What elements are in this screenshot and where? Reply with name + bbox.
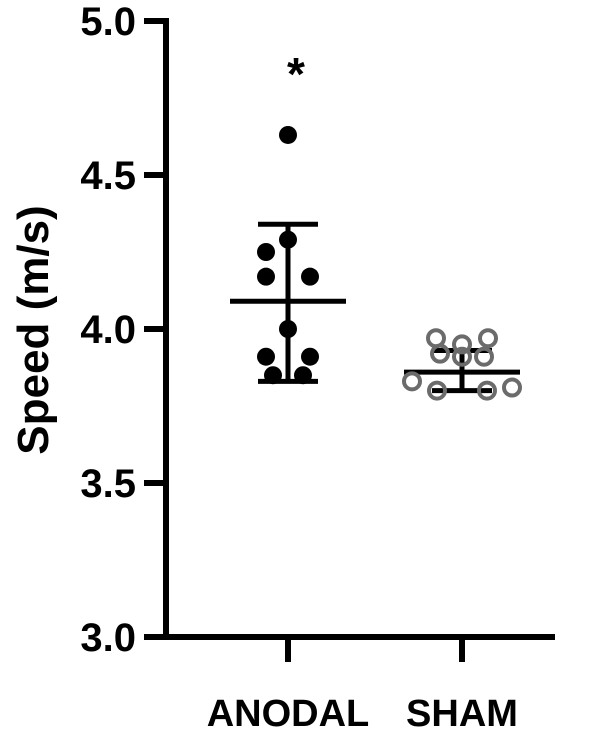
y-tick-label: 3.0 (80, 616, 136, 660)
group-sham (402, 328, 522, 401)
x-ticks: ANODAL SHAM (207, 637, 518, 733)
data-point (452, 334, 472, 355)
data-point (294, 366, 312, 385)
data-point (402, 371, 422, 392)
data-point (478, 328, 498, 349)
y-tick-label: 4.0 (80, 308, 136, 352)
data-point (257, 243, 275, 261)
data-groups: * (230, 48, 522, 401)
x-tick-label: ANODAL (207, 693, 370, 733)
x-tick-label: SHAM (406, 693, 518, 733)
data-point (279, 230, 297, 249)
significance-marker: * (287, 48, 305, 100)
data-point (452, 346, 472, 367)
data-point (279, 320, 297, 338)
y-tick-label: 5.0 (80, 0, 136, 44)
data-point (257, 347, 275, 366)
data-point (427, 380, 447, 401)
data-point (279, 125, 297, 144)
data-point (301, 267, 319, 286)
y-axis-label: Speed (m/s) (9, 205, 58, 454)
data-point (477, 380, 497, 401)
y-tick-label: 3.5 (80, 462, 136, 506)
y-tick-label: 4.5 (80, 154, 136, 198)
data-point (264, 366, 282, 385)
axes (163, 18, 555, 640)
data-point (430, 343, 450, 364)
data-point (502, 377, 522, 398)
group-anodal: * (230, 48, 346, 385)
data-point (257, 267, 275, 286)
data-point (474, 346, 494, 367)
y-ticks: 3.0 3.5 4.0 4.5 5.0 (80, 0, 166, 660)
data-point (301, 347, 319, 366)
